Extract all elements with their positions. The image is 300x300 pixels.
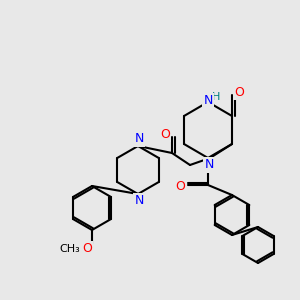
Text: N: N bbox=[203, 94, 213, 107]
Text: N: N bbox=[134, 133, 144, 146]
Text: N: N bbox=[204, 158, 214, 172]
Text: O: O bbox=[175, 179, 185, 193]
Text: O: O bbox=[82, 242, 92, 256]
Text: H: H bbox=[212, 92, 220, 102]
Text: N: N bbox=[134, 194, 144, 208]
Text: O: O bbox=[160, 128, 170, 140]
Text: O: O bbox=[234, 85, 244, 98]
Text: CH₃: CH₃ bbox=[60, 244, 80, 254]
